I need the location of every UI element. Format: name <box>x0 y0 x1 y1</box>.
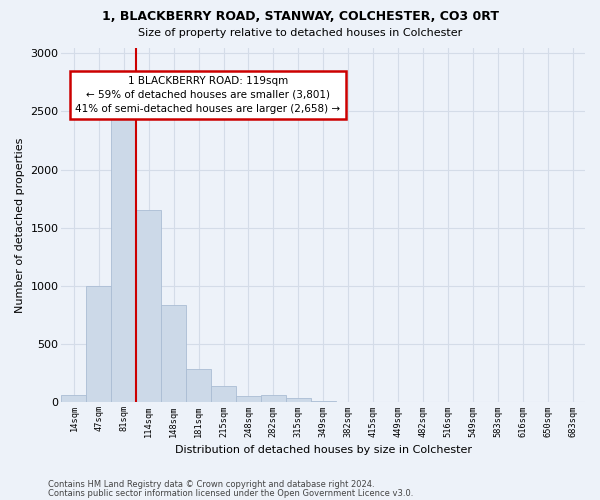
Bar <box>261 396 286 402</box>
X-axis label: Distribution of detached houses by size in Colchester: Distribution of detached houses by size … <box>175 445 472 455</box>
Bar <box>112 118 136 403</box>
Text: 1, BLACKBERRY ROAD, STANWAY, COLCHESTER, CO3 0RT: 1, BLACKBERRY ROAD, STANWAY, COLCHESTER,… <box>101 10 499 23</box>
Text: Contains HM Land Registry data © Crown copyright and database right 2024.: Contains HM Land Registry data © Crown c… <box>48 480 374 489</box>
Bar <box>186 368 211 402</box>
Bar <box>136 210 161 402</box>
Bar <box>286 398 311 402</box>
Text: Contains public sector information licensed under the Open Government Licence v3: Contains public sector information licen… <box>48 489 413 498</box>
Bar <box>61 396 86 402</box>
Text: 1 BLACKBERRY ROAD: 119sqm
← 59% of detached houses are smaller (3,801)
41% of se: 1 BLACKBERRY ROAD: 119sqm ← 59% of detac… <box>76 76 341 114</box>
Y-axis label: Number of detached properties: Number of detached properties <box>15 138 25 312</box>
Text: Size of property relative to detached houses in Colchester: Size of property relative to detached ho… <box>138 28 462 38</box>
Bar <box>311 400 335 402</box>
Bar <box>86 286 112 403</box>
Bar <box>211 386 236 402</box>
Bar <box>161 304 186 402</box>
Bar <box>236 396 261 402</box>
